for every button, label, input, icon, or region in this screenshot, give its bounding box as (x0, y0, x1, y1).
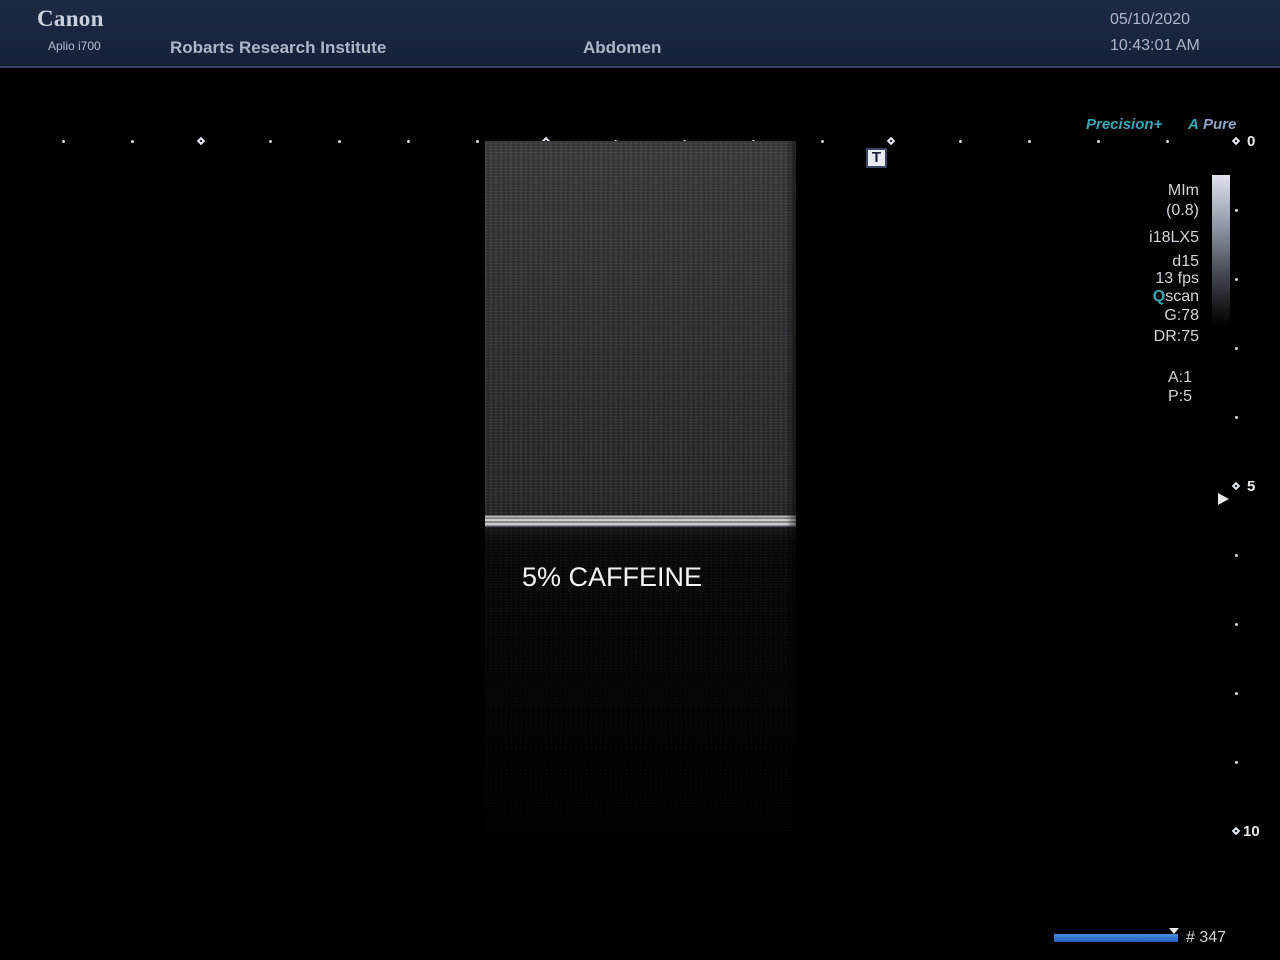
frame-rate: 13 fps (1155, 270, 1199, 287)
membrane-reflection (485, 515, 796, 527)
cine-position-marker-icon[interactable] (1169, 928, 1179, 934)
lateral-minor-tick (959, 140, 962, 143)
acoustic-power-value: A:1 (1167, 369, 1192, 386)
lateral-minor-tick (62, 140, 65, 143)
scanner-model: Aplio i700 (48, 39, 101, 53)
gain-value: G:78 (1164, 307, 1199, 324)
transducer-label: i18LX5 (1149, 229, 1199, 246)
depth-major-tick (1231, 826, 1241, 836)
lateral-minor-tick (1166, 140, 1169, 143)
exam-date: 05/10/2020 (1110, 11, 1191, 28)
depth-minor-tick (1235, 347, 1238, 350)
lateral-minor-tick (407, 140, 410, 143)
lateral-minor-tick (476, 140, 479, 143)
dynamic-range-value: DR:75 (1153, 328, 1199, 345)
frame-count: # 347 (1186, 929, 1227, 946)
cine-progress-bar[interactable] (1054, 934, 1178, 942)
depth-setting: d15 (1172, 253, 1199, 270)
persistence-value: P:5 (1167, 388, 1192, 405)
qscan-text: scan (1165, 288, 1199, 305)
lateral-major-tick (196, 136, 206, 146)
depth-label-10: 10 (1243, 823, 1260, 840)
depth-minor-tick (1235, 761, 1238, 764)
lateral-minor-tick (131, 140, 134, 143)
depth-major-tick (1231, 136, 1241, 146)
apure-a-badge: A (1188, 116, 1199, 133)
depth-minor-tick (1235, 692, 1238, 695)
mode-label: MIm (1167, 182, 1199, 199)
grayscale-bar (1212, 175, 1230, 325)
precision-plus-badge: Precision+ (1086, 116, 1163, 133)
header-bar: Canon Aplio i700 Robarts Research Instit… (0, 0, 1280, 68)
depth-label-0: 0 (1247, 133, 1256, 150)
depth-label-5: 5 (1247, 478, 1256, 495)
lateral-minor-tick (338, 140, 341, 143)
brand-logo: Canon (37, 6, 104, 31)
depth-minor-tick (1235, 554, 1238, 557)
mode-value: (0.8) (1166, 202, 1199, 219)
depth-minor-tick (1235, 278, 1238, 281)
institution-name: Robarts Research Institute (170, 38, 387, 57)
sample-annotation[interactable]: 5% CAFFEINE (522, 562, 703, 592)
t-marker-icon[interactable]: T (866, 148, 887, 168)
qscan-label: Qscan (1153, 288, 1199, 306)
apure-badge: Pure (1203, 116, 1237, 133)
lateral-minor-tick (1028, 140, 1031, 143)
depth-minor-tick (1235, 416, 1238, 419)
lateral-major-tick (886, 136, 896, 146)
exam-time: 10:43:01 AM (1110, 37, 1200, 54)
qscan-q: Q (1152, 288, 1166, 305)
exam-preset: Abdomen (583, 38, 662, 57)
depth-minor-tick (1235, 209, 1238, 212)
depth-major-tick (1231, 481, 1241, 491)
lateral-minor-tick (821, 140, 824, 143)
focus-triangle-icon[interactable] (1218, 493, 1229, 505)
lateral-minor-tick (1097, 140, 1100, 143)
ultrasound-image (485, 141, 796, 831)
lateral-minor-tick (269, 140, 272, 143)
depth-minor-tick (1235, 623, 1238, 626)
